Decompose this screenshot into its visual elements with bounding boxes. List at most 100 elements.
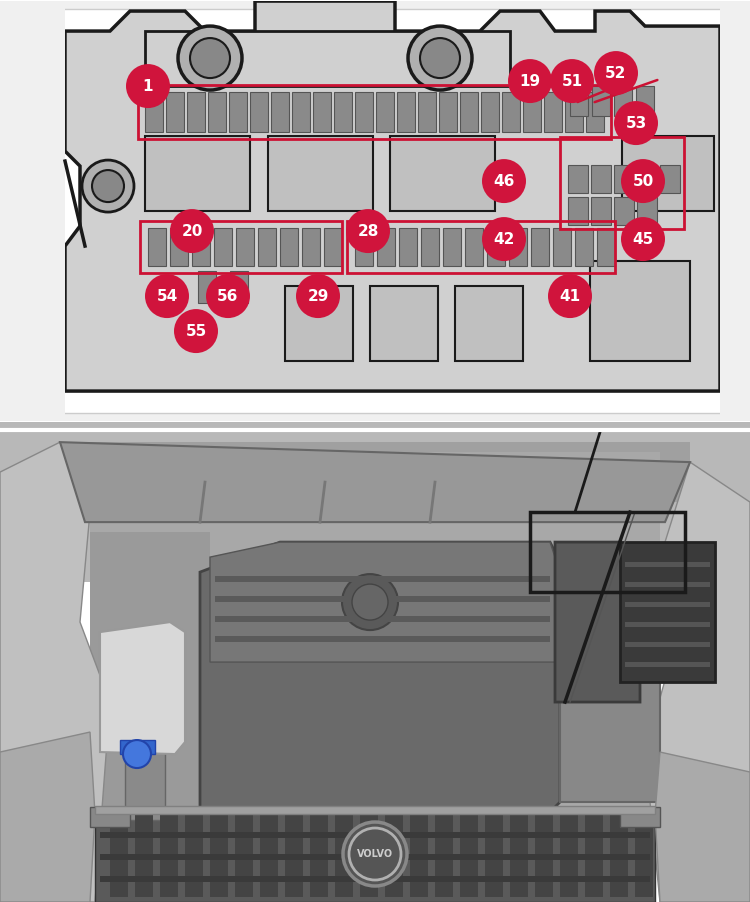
Polygon shape bbox=[645, 462, 750, 902]
Circle shape bbox=[482, 159, 526, 203]
Bar bbox=[292, 92, 310, 132]
Bar bbox=[100, 832, 650, 838]
Bar bbox=[0, 422, 750, 582]
Text: 20: 20 bbox=[182, 224, 203, 238]
Bar bbox=[481, 92, 499, 132]
Circle shape bbox=[92, 170, 124, 202]
Bar bbox=[95, 807, 655, 902]
Text: 56: 56 bbox=[217, 289, 238, 304]
Circle shape bbox=[508, 59, 552, 103]
Bar bbox=[565, 92, 583, 132]
Bar bbox=[460, 815, 478, 897]
Text: VOLVO: VOLVO bbox=[357, 849, 393, 859]
Bar bbox=[443, 228, 461, 266]
Bar bbox=[229, 92, 247, 132]
Text: 45: 45 bbox=[632, 232, 653, 246]
Bar bbox=[585, 815, 603, 897]
Circle shape bbox=[621, 159, 665, 203]
Bar bbox=[100, 854, 650, 860]
Bar bbox=[531, 228, 549, 266]
Text: 1: 1 bbox=[142, 78, 153, 94]
Bar bbox=[192, 228, 210, 266]
Bar bbox=[460, 92, 478, 132]
Bar bbox=[636, 86, 654, 116]
Circle shape bbox=[408, 26, 472, 90]
Bar bbox=[145, 136, 250, 211]
Bar bbox=[236, 228, 254, 266]
Bar bbox=[145, 31, 510, 86]
Bar bbox=[215, 616, 550, 622]
Bar bbox=[390, 136, 495, 211]
Bar bbox=[208, 92, 226, 132]
Text: 51: 51 bbox=[562, 74, 583, 88]
Bar bbox=[530, 512, 685, 592]
Bar bbox=[523, 92, 541, 132]
Bar bbox=[435, 815, 453, 897]
Text: 42: 42 bbox=[494, 232, 514, 246]
Bar bbox=[660, 165, 680, 193]
Polygon shape bbox=[655, 752, 750, 902]
Bar bbox=[335, 815, 353, 897]
Bar bbox=[553, 228, 571, 266]
Bar bbox=[590, 261, 690, 361]
Bar bbox=[268, 136, 373, 211]
Bar bbox=[586, 92, 604, 132]
Bar bbox=[465, 228, 483, 266]
Bar bbox=[591, 165, 611, 193]
Bar bbox=[570, 86, 588, 116]
Bar bbox=[637, 197, 657, 226]
Circle shape bbox=[123, 740, 151, 768]
Bar bbox=[60, 442, 690, 502]
Bar bbox=[166, 92, 184, 132]
Bar bbox=[625, 622, 710, 627]
Circle shape bbox=[482, 217, 526, 261]
Circle shape bbox=[621, 217, 665, 261]
Circle shape bbox=[343, 822, 407, 886]
Bar bbox=[355, 228, 373, 266]
Circle shape bbox=[342, 574, 398, 630]
Circle shape bbox=[346, 209, 390, 253]
Bar bbox=[370, 286, 438, 361]
Text: 19: 19 bbox=[520, 74, 541, 88]
Bar bbox=[502, 92, 520, 132]
Bar bbox=[625, 582, 710, 587]
Polygon shape bbox=[555, 542, 640, 702]
Bar bbox=[145, 92, 163, 132]
Bar bbox=[591, 197, 611, 226]
Bar bbox=[187, 92, 205, 132]
Bar bbox=[210, 815, 228, 897]
Bar bbox=[560, 603, 660, 802]
Polygon shape bbox=[65, 1, 720, 391]
Bar bbox=[439, 92, 457, 132]
Circle shape bbox=[550, 59, 594, 103]
Text: 29: 29 bbox=[308, 289, 328, 304]
Bar bbox=[347, 221, 615, 273]
Bar bbox=[100, 470, 300, 482]
Bar bbox=[215, 636, 550, 642]
Bar bbox=[620, 807, 660, 827]
Polygon shape bbox=[210, 542, 555, 662]
Bar bbox=[377, 228, 395, 266]
Bar bbox=[544, 92, 562, 132]
Bar bbox=[355, 92, 373, 132]
Circle shape bbox=[349, 828, 401, 880]
Bar bbox=[455, 286, 523, 361]
Bar bbox=[720, 1, 750, 421]
Bar bbox=[324, 228, 342, 266]
Bar bbox=[509, 228, 527, 266]
Bar bbox=[198, 272, 216, 303]
Polygon shape bbox=[0, 732, 95, 902]
Bar bbox=[399, 228, 417, 266]
Polygon shape bbox=[60, 442, 690, 522]
Bar bbox=[635, 815, 653, 897]
Bar bbox=[90, 532, 210, 812]
Bar bbox=[160, 815, 178, 897]
Circle shape bbox=[420, 38, 460, 78]
Circle shape bbox=[145, 274, 189, 318]
Bar bbox=[535, 815, 553, 897]
Bar bbox=[235, 815, 253, 897]
Bar bbox=[385, 815, 403, 897]
Bar bbox=[418, 92, 436, 132]
Text: 41: 41 bbox=[560, 289, 580, 304]
Bar bbox=[313, 92, 331, 132]
